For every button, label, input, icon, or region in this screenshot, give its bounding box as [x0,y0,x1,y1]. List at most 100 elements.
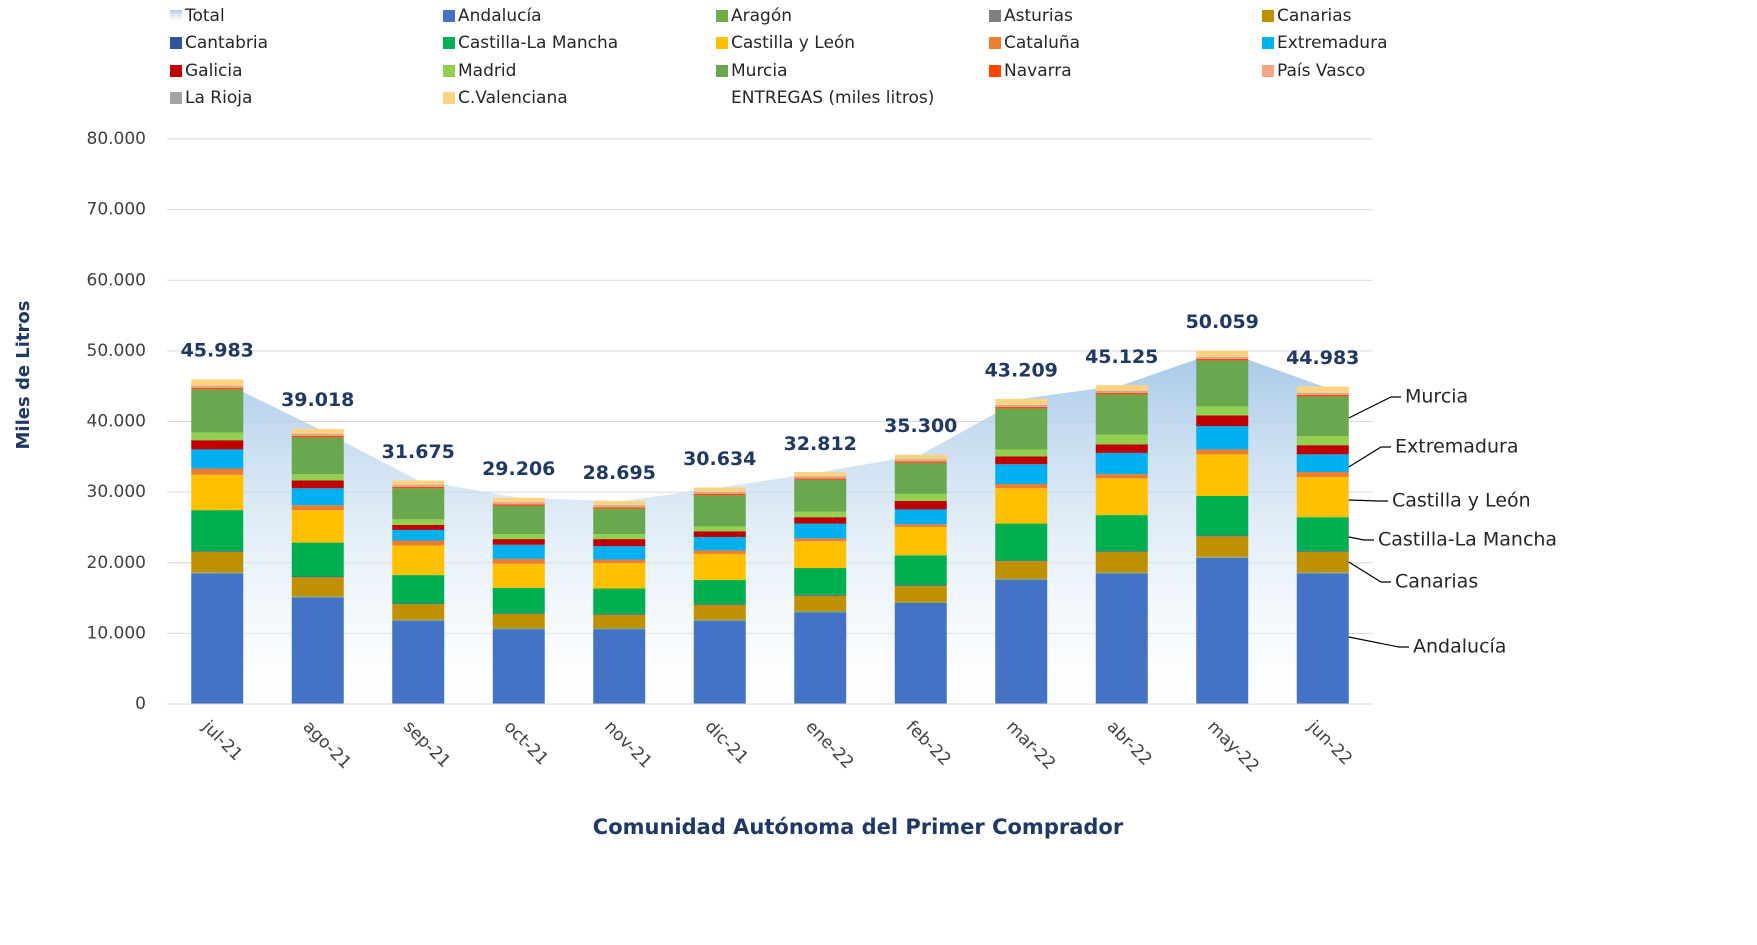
bar-segment [1196,557,1248,558]
bar-segment [392,541,444,546]
bar-segment [995,561,1047,579]
bar-segment [794,538,846,541]
bar-segment [1297,551,1349,552]
legend-swatch [989,37,1001,49]
annotation-line [1349,537,1374,540]
bar-segment [292,434,344,435]
bar-segment [694,492,746,493]
bar-segment [292,480,344,488]
bar-segment [995,405,1047,406]
bar-segment [1297,454,1349,472]
bar-segment [593,563,645,588]
bar-segment [392,485,444,486]
bar-segment [895,602,947,603]
bar-segment [593,534,645,539]
bar-segment [493,629,545,704]
bar-segment [593,560,645,564]
legend-swatch [170,92,182,104]
bar-segment [392,525,444,530]
bar-segment [995,408,1047,449]
x-tick-label: may-22 [1203,717,1263,777]
bar-segment [392,487,444,488]
bar-segment [1196,536,1248,537]
legend-swatch [1262,10,1274,22]
total-label: 45.125 [1085,346,1158,368]
legend-swatch [1262,37,1274,49]
bar-segment [895,524,947,527]
bar-segment [694,492,746,493]
bar-segment [995,464,1047,484]
legend-swatch [1262,65,1274,77]
bar-segment [1297,396,1349,436]
legend-label: La Rioja [185,88,252,108]
bar-segment [493,545,545,559]
bar-segment [292,597,344,704]
bar-segment [895,555,947,585]
bar-segment [1196,406,1248,415]
legend-swatch [170,10,182,22]
bar-segment [1297,477,1349,517]
bar-segment [593,628,645,629]
bar-segment [995,399,1047,405]
total-label: 35.300 [884,415,957,437]
bar-segment [593,546,645,559]
bar-segment [1297,573,1349,574]
y-tick-label: 80.000 [87,129,146,149]
x-tick-label: dic-21 [701,717,752,768]
x-tick-label: abr-22 [1103,717,1156,770]
bar-segment [1196,358,1248,359]
total-label: 28.695 [583,462,656,484]
bar-segment [895,463,947,494]
bar-segment [995,579,1047,580]
x-tick-label: oct-21 [500,717,552,769]
bar-segment [191,386,243,387]
bar-segment [694,526,746,531]
bar-segment [694,605,746,620]
x-axis-title: Comunidad Autónoma del Primer Comprador [593,815,1124,839]
y-tick-label: 40.000 [87,412,146,432]
legend-label: Castilla y León [731,33,855,53]
legend-swatch [443,92,455,104]
bar-segment [493,502,545,503]
bar-segment [493,539,545,545]
bar-segment [1196,536,1248,556]
total-label: 30.634 [683,448,756,470]
total-label: 45.983 [181,340,254,362]
bar-segment [1096,478,1148,515]
legend-label: Murcia [731,61,788,81]
bar-segment [1096,453,1148,474]
legend-swatch [716,10,728,22]
legend-label: Cantabria [185,33,268,53]
bar-segment [895,460,947,461]
bar-segment [694,488,746,492]
total-label: 29.206 [482,458,555,480]
bar-segment [292,488,344,505]
total-area [217,350,1323,704]
bar-segment [191,510,243,551]
bar-segment [1096,385,1148,391]
bar-segment [895,527,947,555]
bar-segment [493,503,545,504]
bar-segment [1196,351,1248,357]
bar-segment [1297,387,1349,393]
bar-segment [392,621,444,704]
legend-swatch [170,65,182,77]
annotation: Castilla-La Mancha [1378,529,1557,551]
legend-label: Asturias [1004,6,1073,26]
bar-segment [1196,558,1248,704]
legend-label: Extremadura [1277,33,1388,53]
bar-segment [593,614,645,615]
bar-segment [292,429,344,434]
bar-segment [995,406,1047,407]
bar-segment [593,629,645,704]
bar-segment [493,613,545,614]
bar-segment [191,573,243,574]
legend-swatch [443,37,455,49]
bar-segment [1096,391,1148,392]
bar-segment [895,461,947,462]
bar-segment [794,595,846,596]
bar-segment [292,435,344,436]
annotation: Andalucía [1413,636,1506,658]
bar-segment [1196,454,1248,496]
